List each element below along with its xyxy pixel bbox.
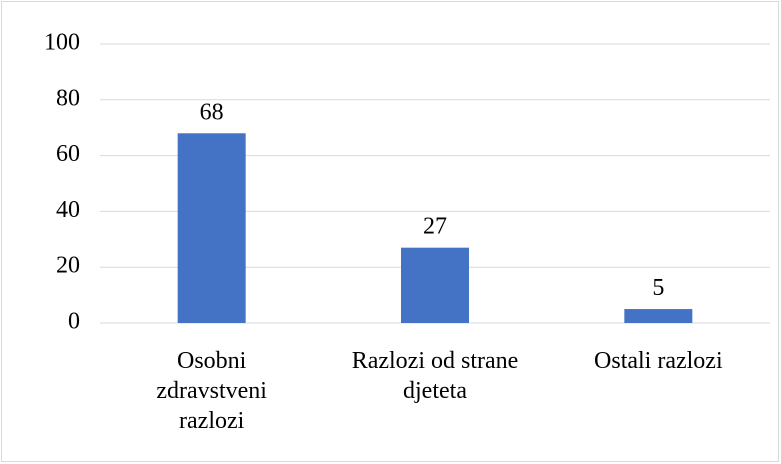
data-label: 68 — [200, 99, 224, 125]
y-tick-label: 0 — [68, 309, 80, 335]
y-tick-label: 100 — [44, 30, 80, 56]
bar — [177, 133, 246, 323]
x-tick-label: Osobni zdravstveni razlozi — [156, 348, 267, 434]
x-tick-label: Razlozi od strane djeteta — [352, 348, 519, 404]
bar — [401, 247, 469, 323]
y-tick-label: 40 — [56, 197, 80, 223]
y-tick-label: 60 — [56, 141, 80, 167]
data-label: 5 — [652, 275, 664, 301]
bar — [624, 309, 693, 323]
y-tick-label: 80 — [56, 85, 80, 111]
data-label: 27 — [423, 214, 447, 240]
y-tick-label: 20 — [56, 253, 80, 279]
x-tick-label: Ostali razlozi — [594, 348, 723, 374]
